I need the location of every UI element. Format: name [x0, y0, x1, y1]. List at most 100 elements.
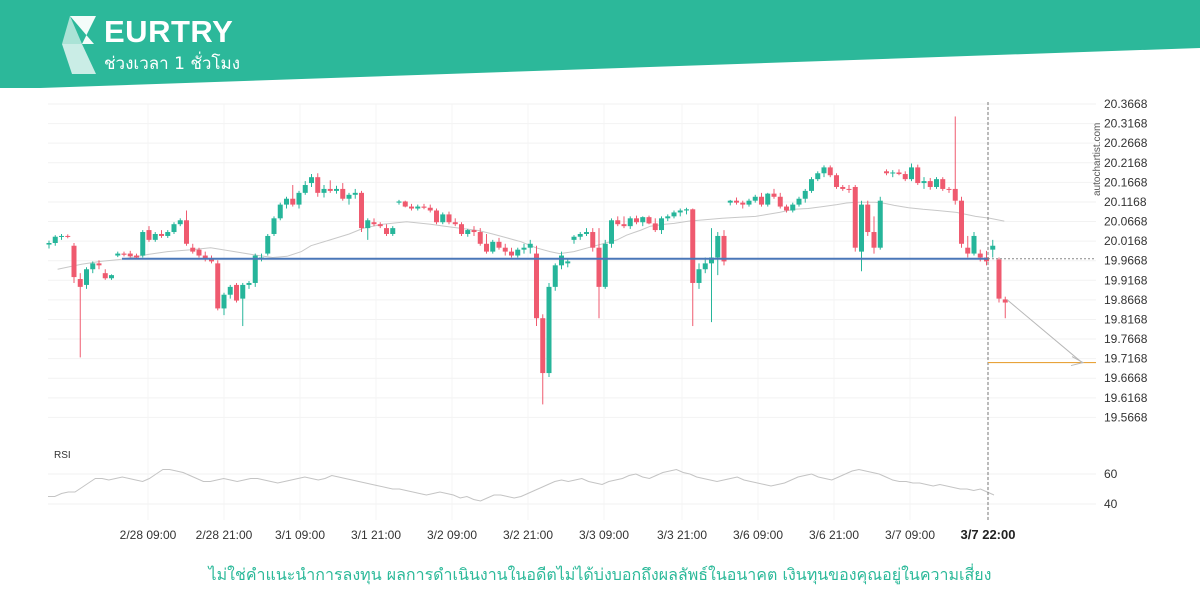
bullish-candle — [746, 200, 752, 205]
bullish-candle — [46, 242, 52, 245]
bearish-candle — [884, 171, 889, 174]
price-tick-label: 19.7168 — [1104, 352, 1148, 366]
price-tick-label: 20.1168 — [1104, 195, 1147, 209]
bearish-candle — [502, 247, 508, 252]
bullish-candle — [521, 247, 527, 250]
bearish-candle — [721, 235, 727, 262]
forecast-arrow-head — [1070, 356, 1085, 367]
bullish-candle — [571, 236, 577, 240]
time-tick-label: 3/2 09:00 — [427, 528, 477, 542]
bullish-candle — [365, 220, 371, 229]
bullish-candle — [609, 220, 614, 244]
bullish-candle — [552, 265, 558, 287]
bullish-candle — [546, 286, 552, 374]
rsi-tick-label: 40 — [1104, 497, 1118, 511]
price-tick-label: 19.8668 — [1104, 293, 1148, 307]
price-tick-label: 19.5668 — [1104, 410, 1148, 424]
header-shape — [0, 0, 1200, 88]
bullish-candle — [909, 167, 914, 180]
bullish-candle — [390, 228, 396, 234]
bullish-candle — [671, 212, 677, 217]
bearish-candle — [471, 230, 477, 233]
time-tick-label: 3/6 09:00 — [733, 528, 783, 542]
price-axis: 20.3668 20.3168 20.2668 20.2168 20.1668 20.11… — [1104, 97, 1148, 424]
price-tick-label: 19.6168 — [1104, 391, 1148, 405]
price-tick-label: 19.6668 — [1104, 371, 1148, 385]
bullish-candle — [302, 185, 308, 193]
bearish-candle — [652, 223, 658, 231]
bearish-candle — [840, 186, 846, 189]
bearish-candle — [927, 181, 933, 187]
bearish-candle — [459, 224, 464, 234]
candles-layer — [46, 116, 1008, 405]
bearish-candle — [496, 241, 502, 248]
bullish-candle — [815, 173, 821, 180]
bearish-candle — [865, 204, 871, 233]
bearish-candle — [202, 255, 208, 260]
watermark: autochartist.com — [1092, 123, 1103, 196]
rsi-label: RSI — [54, 450, 71, 461]
bullish-candle — [696, 269, 702, 283]
current-time-label: 3/7 22:00 — [961, 527, 1016, 542]
time-tick-label: 3/7 09:00 — [885, 528, 935, 542]
bullish-candle — [396, 201, 402, 203]
bearish-candle — [290, 198, 296, 205]
bearish-candle — [959, 200, 964, 244]
forecast-arrow — [1006, 299, 1083, 363]
bullish-candle — [559, 255, 564, 266]
bullish-candle — [584, 232, 589, 234]
bearish-candle — [977, 253, 983, 258]
bullish-candle — [321, 188, 327, 193]
bearish-candle — [196, 249, 202, 256]
bullish-candle — [515, 249, 521, 256]
symbol-title: EURTRY — [104, 14, 234, 49]
bullish-candle — [802, 190, 808, 199]
bullish-candle — [309, 177, 314, 184]
time-tick-label: 3/1 09:00 — [275, 528, 325, 542]
bullish-candle — [821, 167, 827, 174]
moving-average-line — [57, 201, 1005, 270]
bearish-candle — [371, 222, 377, 225]
bearish-candle — [740, 202, 746, 205]
bullish-candle — [702, 263, 708, 270]
bullish-candle — [627, 218, 633, 227]
bearish-candle — [1002, 299, 1008, 303]
timeframe-label: ช่วงเวลา 1 ชั่วโมง — [104, 54, 241, 74]
bullish-candle — [109, 275, 114, 279]
bearish-candle — [509, 251, 514, 256]
bearish-candle — [634, 218, 639, 223]
price-tick-label: 20.3168 — [1104, 117, 1148, 131]
bearish-candle — [940, 179, 946, 189]
bearish-candle — [534, 253, 539, 319]
bearish-candle — [96, 263, 102, 266]
bullish-candle — [934, 179, 939, 187]
bullish-candle — [790, 204, 796, 211]
bearish-candle — [77, 279, 83, 287]
bullish-candle — [765, 193, 771, 205]
bearish-candle — [159, 233, 164, 236]
bearish-candle — [834, 175, 839, 187]
chart-grid — [48, 103, 1096, 520]
bullish-candle — [284, 198, 289, 205]
price-tick-label: 19.9168 — [1104, 273, 1148, 287]
time-tick-label: 3/1 21:00 — [351, 528, 401, 542]
bullish-candle — [115, 253, 121, 256]
bullish-candle — [859, 204, 864, 252]
price-tick-label: 19.9668 — [1104, 254, 1148, 268]
bearish-candle — [427, 207, 433, 211]
bullish-candle — [221, 294, 227, 309]
header-background — [0, 0, 1200, 88]
bearish-candle — [359, 192, 364, 229]
bearish-candle — [434, 210, 439, 223]
bullish-candle — [415, 206, 421, 209]
bearish-candle — [340, 188, 346, 199]
bearish-candle — [65, 235, 71, 237]
bearish-candle — [827, 167, 833, 176]
time-tick-label: 3/6 21:00 — [809, 528, 859, 542]
bearish-candle — [896, 172, 902, 175]
bearish-candle — [121, 253, 127, 255]
disclaimer-text: ไม่ใช่คำแนะนำการลงทุน ผลการดำเนินงานในอด… — [208, 565, 992, 584]
levels-layer — [122, 102, 1096, 520]
bearish-candle — [871, 232, 877, 248]
